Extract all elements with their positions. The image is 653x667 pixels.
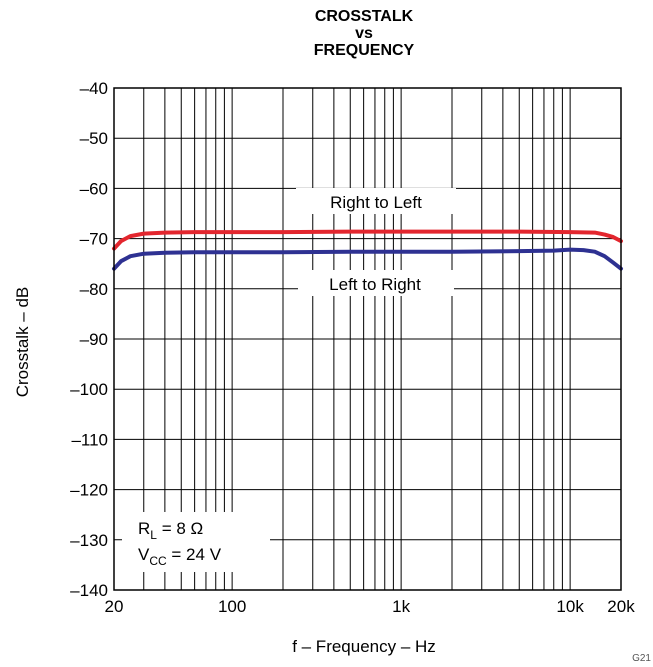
plot-frame bbox=[113, 87, 622, 591]
series-line-left-to-right bbox=[112, 247, 623, 271]
y-tick-label: –70 bbox=[80, 230, 108, 249]
label-background bbox=[298, 270, 454, 296]
axis-labels: f – Frequency – Hz Crosstalk – dB bbox=[13, 287, 436, 656]
y-axis-label: Crosstalk – dB bbox=[13, 287, 32, 398]
x-tick-label: 20k bbox=[607, 597, 635, 616]
load-resistance-annotation: RL = 8 Ω bbox=[138, 519, 203, 542]
y-tick-label: –80 bbox=[80, 280, 108, 299]
x-tick-label: 1k bbox=[392, 597, 410, 616]
x-tick-labels: 20 100 1k 10k 20k bbox=[105, 597, 636, 616]
annotations: Right to Left Left to Right RL = 8 Ω VCC = … bbox=[138, 193, 651, 664]
title-line-1: vs bbox=[355, 25, 373, 42]
y-tick-label: –100 bbox=[70, 380, 108, 399]
supply-voltage-annotation: VCC = 24 V bbox=[138, 545, 222, 568]
x-tick-label: 20 bbox=[105, 597, 124, 616]
series-lines bbox=[112, 188, 623, 572]
title-line-0: CROSSTALK bbox=[315, 8, 414, 25]
title-line-2: FREQUENCY bbox=[314, 42, 415, 59]
figure-id: G21 bbox=[632, 653, 651, 662]
y-tick-label: –90 bbox=[80, 330, 108, 349]
series-label-right-to-left: Right to Left bbox=[330, 193, 422, 212]
y-tick-label: –120 bbox=[70, 481, 108, 500]
series-label-left-to-right: Left to Right bbox=[329, 275, 421, 294]
plot-border bbox=[113, 87, 622, 591]
y-tick-label: –60 bbox=[80, 179, 108, 198]
series-line-right-to-left bbox=[112, 229, 623, 251]
x-tick-label: 10k bbox=[556, 597, 584, 616]
label-background bbox=[122, 512, 270, 572]
y-tick-label: –140 bbox=[70, 581, 108, 600]
y-tick-label: –50 bbox=[80, 129, 108, 148]
y-tick-label: –40 bbox=[80, 79, 108, 98]
x-tick-label: 100 bbox=[218, 597, 246, 616]
x-axis-label: f – Frequency – Hz bbox=[292, 637, 436, 656]
y-tick-labels: –140 –130 –120 –110 –100 –90 –80 –70 –60 –50 –40 bbox=[70, 79, 108, 600]
label-background bbox=[296, 188, 456, 214]
y-tick-label: –110 bbox=[71, 430, 108, 449]
y-tick-label: –130 bbox=[70, 531, 108, 550]
